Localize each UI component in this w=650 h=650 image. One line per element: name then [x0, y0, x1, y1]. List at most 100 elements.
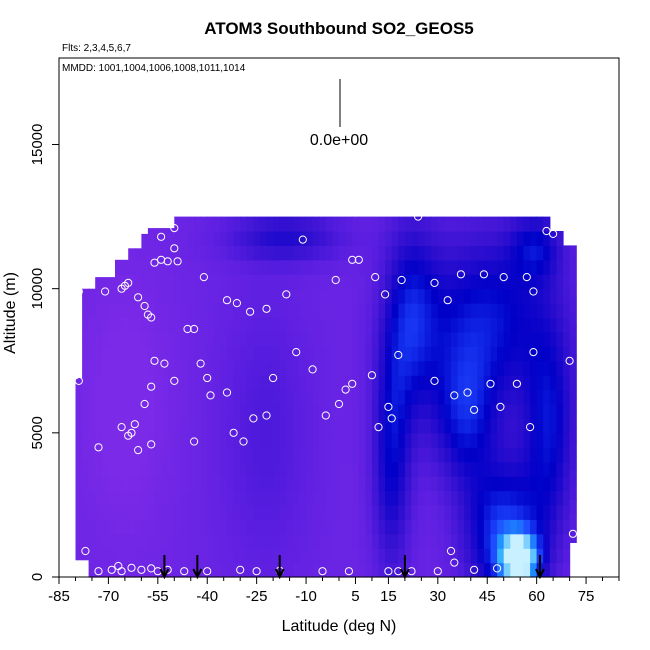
heatmap-cell — [200, 245, 208, 261]
heatmap-cell — [371, 216, 380, 232]
heatmap-cell — [121, 504, 129, 520]
heatmap-cell — [82, 314, 90, 330]
heatmap-cell — [332, 317, 340, 333]
heatmap-cell — [233, 548, 241, 564]
heatmap-cell — [108, 519, 116, 535]
heatmap-cell — [246, 533, 254, 549]
heatmap-cell — [543, 216, 551, 232]
heatmap-cell — [200, 317, 208, 333]
heatmap-cell — [319, 303, 327, 319]
heatmap-cell — [556, 404, 564, 419]
heatmap-cell — [82, 288, 90, 301]
heatmap-cell — [259, 562, 268, 578]
observation-point — [94, 443, 103, 452]
heatmap-cell — [299, 360, 307, 376]
heatmap-cell — [543, 476, 551, 492]
heatmap-cell — [286, 274, 294, 290]
heatmap-cell — [147, 274, 156, 290]
heatmap-cell — [490, 231, 498, 246]
heatmap-cell — [470, 274, 478, 290]
heatmap-cell — [391, 447, 399, 463]
heatmap-cell — [82, 516, 90, 532]
heatmap-cell — [187, 288, 195, 304]
heatmap-cell — [418, 331, 426, 347]
heatmap-cell — [365, 447, 373, 463]
heatmap-cell — [227, 447, 235, 463]
heatmap-cell — [378, 533, 386, 549]
heatmap-cell — [161, 303, 169, 319]
x-tick-label: -40 — [196, 588, 218, 605]
heatmap-cell — [240, 346, 248, 362]
heatmap-cell — [141, 418, 149, 434]
heatmap-cell — [312, 476, 320, 492]
heatmap-cell — [227, 331, 235, 347]
heatmap-cell — [563, 490, 571, 506]
heatmap-cell — [246, 317, 254, 333]
heatmap-cell — [154, 317, 162, 333]
heatmap-cell — [391, 360, 399, 376]
heatmap-cell — [385, 461, 393, 477]
heatmap-cell — [431, 519, 439, 535]
heatmap-cell — [220, 389, 228, 405]
heatmap-cell — [147, 504, 156, 520]
heatmap-cell — [451, 216, 459, 232]
heatmap-cell — [240, 360, 248, 376]
heatmap-cell — [246, 389, 254, 405]
heatmap-cell — [516, 504, 525, 520]
heatmap-cell — [358, 404, 366, 419]
heatmap-cell — [147, 562, 156, 578]
heatmap-cell — [233, 360, 241, 376]
heatmap-cell — [530, 375, 538, 391]
heatmap-cell — [299, 490, 307, 506]
heatmap-cell — [180, 346, 189, 362]
heatmap-cell — [154, 490, 162, 506]
heatmap-cell — [200, 533, 208, 549]
heatmap-cell — [371, 447, 380, 463]
heatmap-cell — [345, 231, 353, 246]
heatmap-cell — [213, 259, 221, 275]
heatmap-cell — [411, 548, 419, 564]
observation-point — [232, 299, 241, 308]
heatmap-cell — [213, 274, 221, 290]
heatmap-cell — [378, 303, 386, 319]
heatmap-cell — [325, 259, 333, 275]
heatmap-cell — [549, 360, 557, 376]
heatmap-cell — [306, 418, 314, 434]
heatmap-cell — [319, 504, 327, 520]
heatmap-cell — [563, 375, 571, 391]
heatmap-cell — [503, 346, 511, 362]
heatmap-cell — [220, 432, 228, 448]
heatmap-cell — [457, 447, 465, 463]
heatmap-cell — [556, 317, 564, 333]
heatmap-cell — [134, 248, 142, 261]
observation-point — [522, 273, 531, 282]
heatmap-cell — [536, 404, 544, 419]
heatmap-cell — [418, 216, 426, 232]
heatmap-cell — [246, 490, 254, 506]
heatmap-cell — [332, 216, 340, 232]
observation-point — [124, 431, 133, 440]
heatmap-cell — [134, 389, 142, 405]
heatmap-cell — [503, 331, 511, 347]
heatmap-cell — [431, 346, 439, 362]
heatmap-cell — [259, 476, 268, 492]
heatmap-cell — [418, 317, 426, 333]
heatmap-cell — [391, 288, 399, 304]
heatmap-cell — [292, 476, 301, 492]
heatmap-cell — [154, 389, 162, 405]
heatmap-cell — [483, 259, 492, 275]
heatmap-cell — [569, 383, 577, 399]
heatmap-cell — [549, 461, 557, 477]
heatmap-cell — [306, 331, 314, 347]
heatmap-cell — [292, 346, 301, 362]
heatmap-cell — [312, 245, 320, 261]
heatmap-cell — [200, 331, 208, 347]
heatmap-cell — [213, 331, 221, 347]
heatmap-cell — [266, 288, 274, 304]
heatmap-cell — [154, 274, 162, 290]
heatmap-cell — [543, 418, 551, 434]
heatmap-cell — [200, 389, 208, 405]
heatmap-cell — [464, 404, 472, 419]
observation-point — [526, 423, 535, 432]
heatmap-cell — [431, 375, 439, 391]
